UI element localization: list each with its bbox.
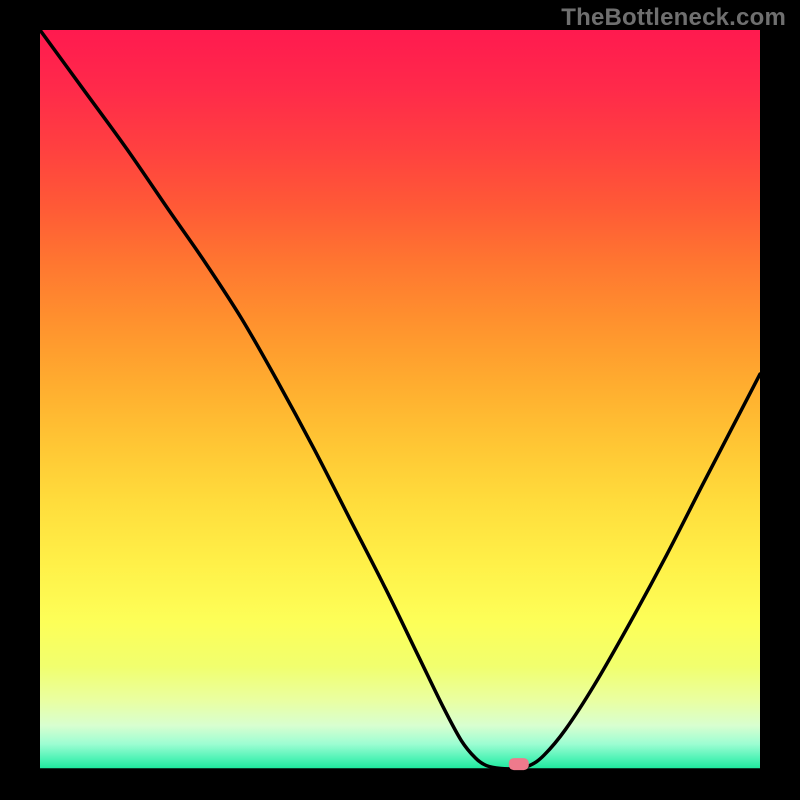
optimal-marker <box>509 758 529 770</box>
watermark: TheBottleneck.com <box>561 4 786 32</box>
gradient-background <box>40 30 760 770</box>
bottleneck-chart <box>0 0 800 800</box>
